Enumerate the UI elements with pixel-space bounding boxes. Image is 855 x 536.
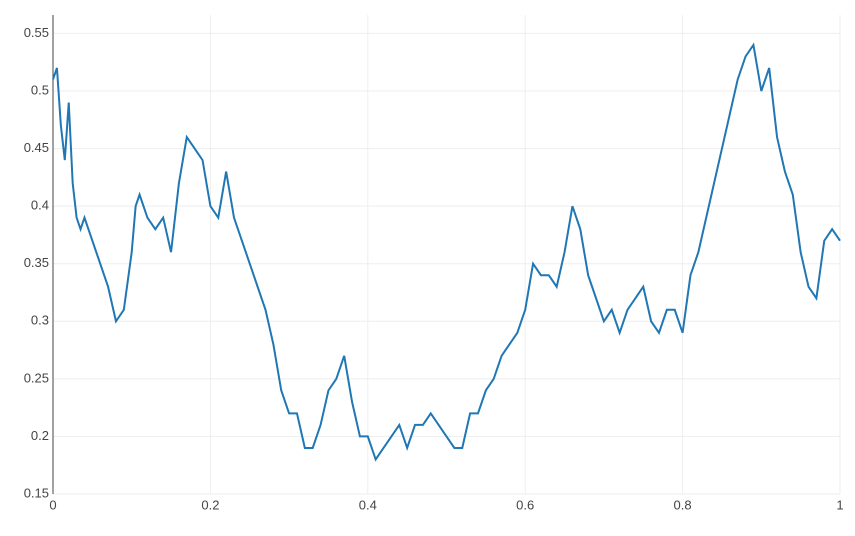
x-tick-label: 1 <box>836 497 843 512</box>
line <box>52 42 841 462</box>
y-tick-label: 0.5 <box>31 82 49 97</box>
x-tick-label: 0.2 <box>201 497 219 512</box>
x-tick-label: 0 <box>49 497 56 512</box>
y-tick-label: 0.2 <box>31 428 49 443</box>
y-tick-label: 0.35 <box>24 255 49 270</box>
y-tick-label: 0.25 <box>24 370 49 385</box>
y-tick-label: 0.3 <box>31 313 49 328</box>
x-tick-label: 0.8 <box>674 497 692 512</box>
x-tick-label: 0.4 <box>359 497 377 512</box>
y-tick-label: 0.55 <box>24 25 49 40</box>
y-tick-label: 0.15 <box>24 485 49 500</box>
x-tick-label: 0.6 <box>516 497 534 512</box>
y-tick-label: 0.45 <box>24 140 49 155</box>
y-tick-label: 0.4 <box>31 198 49 213</box>
